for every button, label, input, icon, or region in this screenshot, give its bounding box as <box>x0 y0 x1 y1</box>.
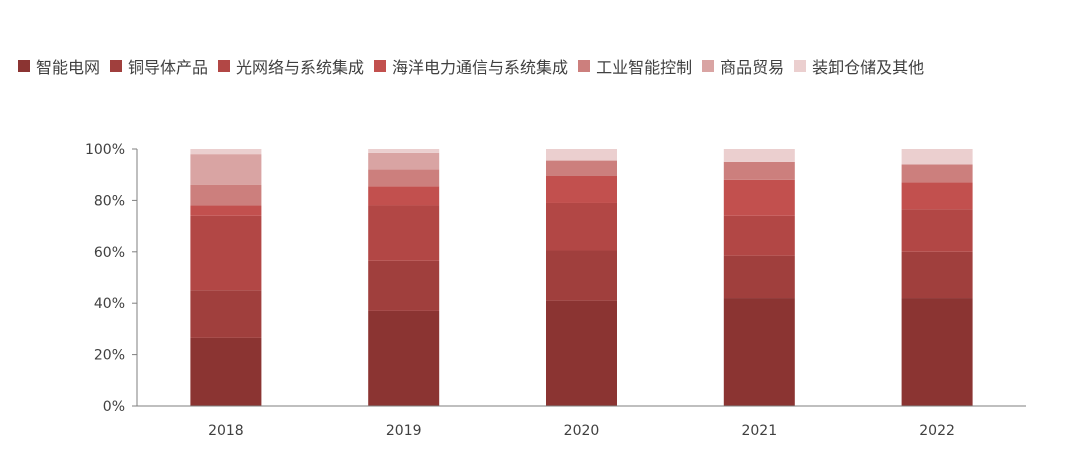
bar-segment <box>190 184 262 206</box>
bar-segment <box>901 251 973 299</box>
legend-label: 智能电网 <box>36 58 101 77</box>
bar-segment <box>368 310 440 406</box>
legend-label: 铜导体产品 <box>128 58 209 77</box>
legend-item: 工业智能控制 <box>578 54 692 78</box>
legend-label: 商品贸易 <box>720 58 785 77</box>
x-tick-label: 2022 <box>919 423 955 439</box>
legend-swatch <box>218 60 231 72</box>
y-tick-label: 20% <box>94 348 125 364</box>
bar-segment <box>368 186 440 206</box>
bar-segment <box>368 260 440 311</box>
legend-swatch <box>702 60 715 72</box>
bar-segment <box>368 152 440 170</box>
bar-segment <box>368 205 440 261</box>
bar-segment <box>190 205 262 216</box>
bar-segment <box>190 154 262 185</box>
bar-segment <box>546 149 617 161</box>
bar-segment <box>546 300 617 406</box>
legend-swatch <box>578 60 591 72</box>
legend-label: 光网络与系统集成 <box>236 58 365 77</box>
x-tick-label: 2018 <box>208 423 244 439</box>
bar-segment <box>723 215 795 256</box>
legend-swatch <box>794 60 807 72</box>
bar-segment <box>546 175 617 203</box>
y-tick-label: 100% <box>85 142 125 158</box>
legend-item: 光网络与系统集成 <box>218 54 364 78</box>
bar-segment <box>901 149 973 165</box>
legend-swatch <box>18 60 30 72</box>
legend-label: 装卸仓储及其他 <box>812 58 925 77</box>
bar-segment <box>901 298 973 406</box>
y-tick-label: 80% <box>94 193 125 209</box>
legend-item: 海洋电力通信与系统集成 <box>374 54 568 78</box>
y-tick-label: 60% <box>94 245 125 261</box>
legend-item: 装卸仓储及其他 <box>794 54 924 78</box>
legend-item: 商品贸易 <box>702 54 784 78</box>
bar-segment <box>190 337 262 406</box>
bar-segment <box>723 179 795 216</box>
legend-swatch <box>374 60 387 72</box>
bar-segment <box>901 182 973 210</box>
bar-segment <box>546 250 617 301</box>
bar-segment <box>190 149 262 155</box>
legend-item: 铜导体产品 <box>110 54 208 78</box>
legend-item: 智能电网 <box>18 54 100 78</box>
bar-segment <box>546 202 617 251</box>
chart-legend: 智能电网 铜导体产品 光网络与系统集成 海洋电力通信与系统集成 工业智能控制 商品贸易 装卸… <box>18 54 1078 78</box>
x-tick-label: 2020 <box>564 423 600 439</box>
y-tick-label: 0% <box>103 399 125 415</box>
bar-segment <box>723 161 795 180</box>
bar-segment <box>901 164 973 183</box>
x-tick-label: 2021 <box>741 423 777 439</box>
legend-swatch <box>110 60 123 72</box>
bar-segment <box>723 255 795 299</box>
bar-segment <box>723 149 795 162</box>
bar-segment <box>546 160 617 176</box>
bar-segment <box>901 209 973 252</box>
bar-segment <box>190 215 262 291</box>
legend-label: 工业智能控制 <box>596 58 693 77</box>
bar-segment <box>368 169 440 187</box>
x-tick-label: 2019 <box>386 423 422 439</box>
bar-segment <box>723 298 795 406</box>
bar-segment <box>190 290 262 338</box>
y-tick-label: 40% <box>94 296 125 312</box>
bar-segment <box>368 149 440 153</box>
legend-label: 海洋电力通信与系统集成 <box>392 58 569 77</box>
